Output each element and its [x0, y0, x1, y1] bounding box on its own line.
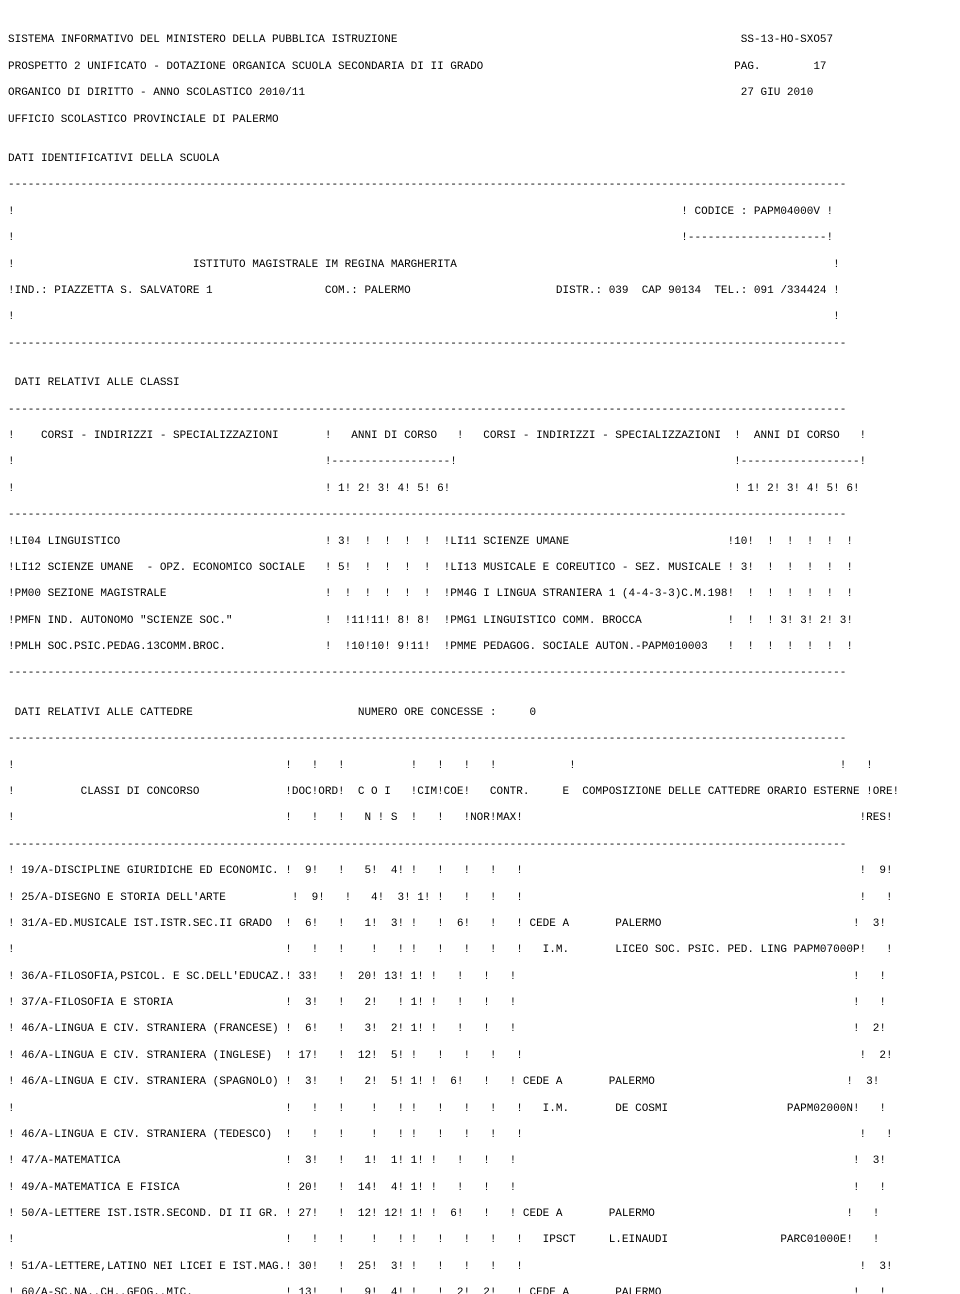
section-title: DATI RELATIVI ALLE CATTEDRE NUMERO ORE C…	[8, 707, 952, 720]
classes-row: !PM00 SEZIONE MAGISTRALE ! ! ! ! ! ! !PM…	[8, 588, 952, 601]
classes-row: !LI04 LINGUISTICO ! 3! ! ! ! ! !LI11 SCI…	[8, 536, 952, 549]
cattedre-row: ! 46/A-LINGUA E CIV. STRANIERA (FRANCESE…	[8, 1023, 952, 1036]
classes-row: !LI12 SCIENZE UMANE - OPZ. ECONOMICO SOC…	[8, 562, 952, 575]
header-l4: UFFICIO SCOLASTICO PROVINCIALE DI PALERM…	[8, 114, 952, 127]
cattedre-row: ! 19/A-DISCIPLINE GIURIDICHE ED ECONOMIC…	[8, 865, 952, 878]
separator: ----------------------------------------…	[8, 733, 952, 746]
school-box-line: ! !---------------------!	[8, 232, 952, 245]
header-l1: SISTEMA INFORMATIVO DEL MINISTERO DELLA …	[8, 34, 952, 47]
separator: ----------------------------------------…	[8, 839, 952, 852]
separator: ----------------------------------------…	[8, 509, 952, 522]
cattedre-row: ! 25/A-DISEGNO E STORIA DELL'ARTE ! 9! !…	[8, 892, 952, 905]
separator: ----------------------------------------…	[8, 338, 952, 351]
cattedre-row: ! 50/A-LETTERE IST.ISTR.SECOND. DI II GR…	[8, 1208, 952, 1221]
cattedre-row: ! 60/A-SC.NA.,CH.,GEOG.,MIC. ! 13! ! 9! …	[8, 1287, 952, 1294]
cattedre-row: ! 46/A-LINGUA E CIV. STRANIERA (INGLESE)…	[8, 1050, 952, 1063]
header-l2: PROSPETTO 2 UNIFICATO - DOTAZIONE ORGANI…	[8, 61, 952, 74]
cattedre-row: ! 36/A-FILOSOFIA,PSICOL. E SC.DELL'EDUCA…	[8, 971, 952, 984]
cattedre-row: ! 46/A-LINGUA E CIV. STRANIERA (SPAGNOLO…	[8, 1076, 952, 1089]
cattedre-row: ! 51/A-LETTERE,LATINO NEI LICEI E IST.MA…	[8, 1261, 952, 1274]
school-box-line: ! ISTITUTO MAGISTRALE IM REGINA MARGHERI…	[8, 259, 952, 272]
classes-header: ! ! 1! 2! 3! 4! 5! 6! ! 1! 2! 3! 4! 5! 6…	[8, 483, 952, 496]
cattedre-row: ! 47/A-MATEMATICA ! 3! ! 1! 1! 1! ! ! ! …	[8, 1155, 952, 1168]
cattedre-header: ! CLASSI DI CONCORSO !DOC!ORD! C O I !CI…	[8, 786, 952, 799]
classes-header: ! CORSI - INDIRIZZI - SPECIALIZZAZIONI !…	[8, 430, 952, 443]
school-box-line: ! ! CODICE : PAPM04000V !	[8, 206, 952, 219]
separator: ----------------------------------------…	[8, 667, 952, 680]
school-box-line: ! !	[8, 311, 952, 324]
cattedre-row: ! 37/A-FILOSOFIA E STORIA ! 3! ! 2! ! 1!…	[8, 997, 952, 1010]
classes-row: !PMFN IND. AUTONOMO "SCIENZE SOC." ! !11…	[8, 615, 952, 628]
section-title: DATI IDENTIFICATIVI DELLA SCUOLA	[8, 153, 952, 166]
cattedre-header: ! ! ! ! N ! S ! ! !NOR!MAX! !RES!	[8, 812, 952, 825]
header-l3: ORGANICO DI DIRITTO - ANNO SCOLASTICO 20…	[8, 87, 952, 100]
separator: ----------------------------------------…	[8, 179, 952, 192]
report-page: SISTEMA INFORMATIVO DEL MINISTERO DELLA …	[8, 34, 952, 1294]
cattedre-row: ! ! ! ! ! ! ! ! ! ! ! I.M. LICEO SOC. PS…	[8, 944, 952, 957]
cattedre-row: ! ! ! ! ! ! ! ! ! ! ! I.M. DE COSMI PAPM…	[8, 1103, 952, 1116]
section-title: DATI RELATIVI ALLE CLASSI	[8, 377, 952, 390]
school-box-line: !IND.: PIAZZETTA S. SALVATORE 1 COM.: PA…	[8, 285, 952, 298]
cattedre-row: ! 46/A-LINGUA E CIV. STRANIERA (TEDESCO)…	[8, 1129, 952, 1142]
cattedre-row: ! ! ! ! ! ! ! ! ! ! ! IPSCT L.EINAUDI PA…	[8, 1234, 952, 1247]
classes-header: ! !------------------! !----------------…	[8, 456, 952, 469]
separator: ----------------------------------------…	[8, 404, 952, 417]
cattedre-header: ! ! ! ! ! ! ! ! ! ! !	[8, 760, 952, 773]
cattedre-row: ! 49/A-MATEMATICA E FISICA ! 20! ! 14! 4…	[8, 1182, 952, 1195]
classes-row: !PMLH SOC.PSIC.PEDAG.13COMM.BROC. ! !10!…	[8, 641, 952, 654]
cattedre-row: ! 31/A-ED.MUSICALE IST.ISTR.SEC.II GRADO…	[8, 918, 952, 931]
